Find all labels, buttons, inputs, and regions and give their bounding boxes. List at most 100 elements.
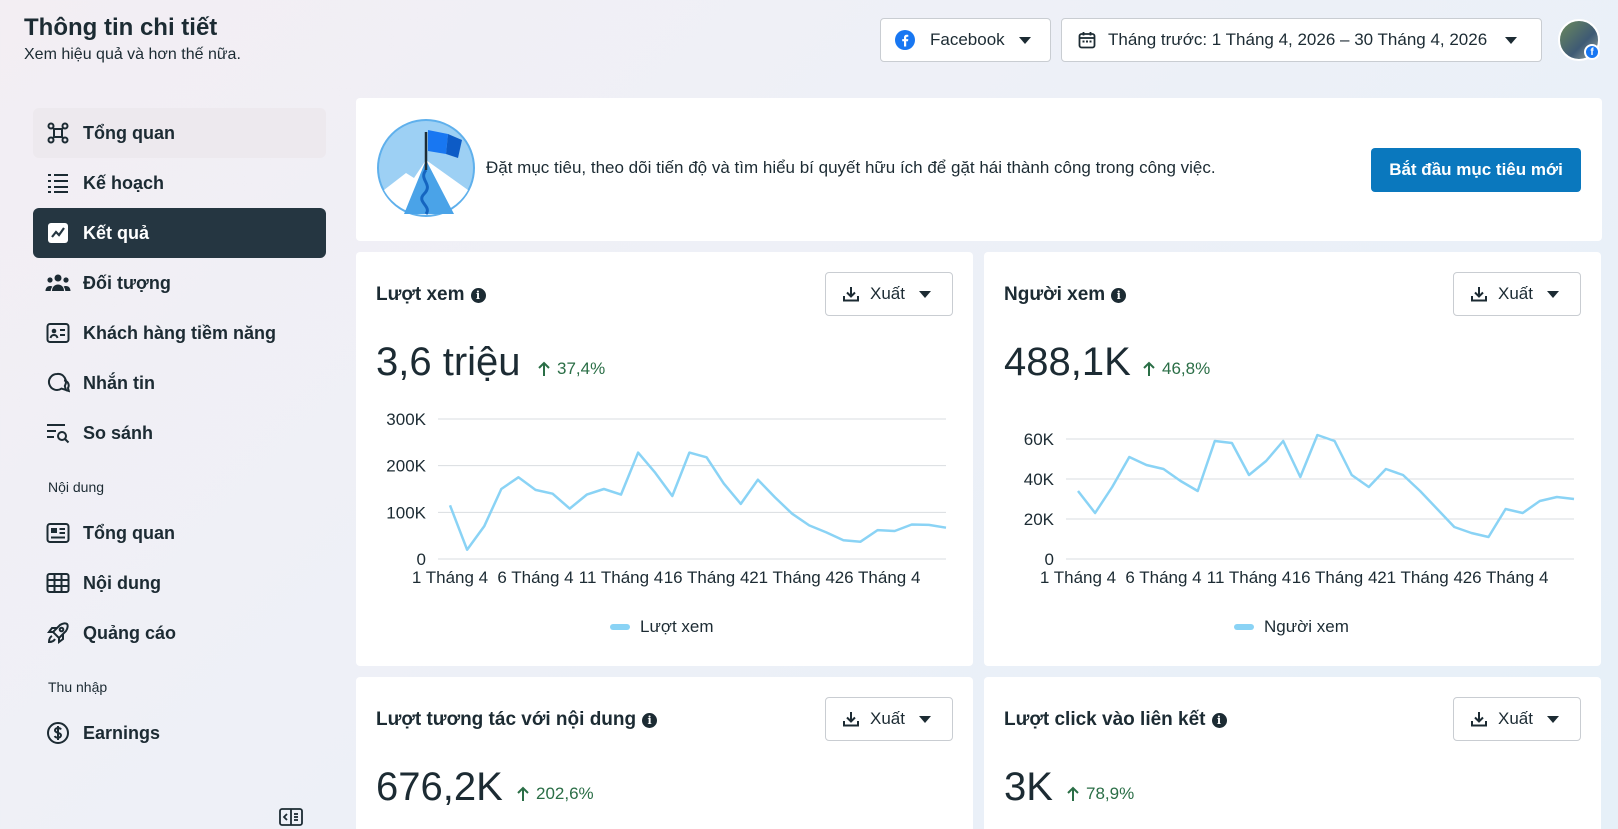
x-tick-label: 11 Tháng 4 [1207, 568, 1291, 587]
info-icon[interactable]: i [1211, 712, 1227, 728]
viewers-line-chart: 0 20K 40K 60K 1 Tháng 4 6 Tháng 4 11 Tháng 4 16… [1024, 430, 1575, 587]
date-range-label: Tháng trước: 1 Tháng 4, 2026 – 30 Tháng … [1108, 30, 1488, 49]
sidebar-item-ads[interactable]: Quảng cáo [33, 608, 326, 658]
y-tick-label: 300K [386, 410, 426, 429]
compare-icon [45, 420, 71, 446]
export-label: Xuất [870, 709, 905, 728]
x-tick-label: 6 Tháng 4 [1125, 568, 1201, 587]
x-tick-label: 26 Tháng 4 [1463, 568, 1549, 587]
sidebar-item-content[interactable]: Nội dung [33, 558, 326, 608]
page-title: Thông tin chi tiết [24, 14, 218, 41]
metric-change: 37,4% [537, 359, 605, 379]
info-icon[interactable]: i [1111, 287, 1127, 303]
metric-change-value: 37,4% [557, 359, 606, 378]
calendar-icon [1078, 31, 1096, 49]
metric-card-content-interactions: Lượt tương tác với nội dung i Xuất 676,2K… [356, 677, 973, 829]
platform-dropdown[interactable]: Facebook [880, 18, 1051, 62]
export-label: Xuất [1498, 284, 1533, 303]
export-button[interactable]: Xuất [1453, 272, 1581, 316]
metric-change: 202,6% [516, 784, 594, 804]
content-overview-icon [45, 520, 71, 546]
sidebar-item-label: Tổng quan [83, 122, 175, 143]
sidebar-item-label: So sánh [83, 422, 154, 443]
metric-title: Lượt tương tác với nội dung i [376, 709, 658, 731]
x-tick-label: 1 Tháng 4 [412, 568, 488, 587]
x-tick-label: 21 Tháng 4 [749, 568, 835, 587]
page-header: Thông tin chi tiết Xem hiệu quả và hơn t… [0, 0, 1618, 95]
sidebar-item-label: Khách hàng tiềm năng [83, 322, 277, 343]
goal-flag-illustration [376, 118, 476, 218]
metric-title-text: Lượt xem [376, 284, 465, 305]
x-tick-label: 26 Tháng 4 [835, 568, 921, 587]
metric-title-text: Lượt click vào liên kết [1004, 709, 1206, 730]
sidebar-item-earnings[interactable]: Earnings [33, 708, 326, 758]
sidebar-item-label: Earnings [83, 722, 161, 743]
legend-swatch [1234, 624, 1254, 630]
content-table-icon [45, 570, 71, 596]
metric-value: 3,6 triệu [376, 340, 521, 384]
metric-title: Người xem i [1004, 284, 1127, 306]
chevron-down-icon [918, 715, 931, 723]
sidebar-item-plan[interactable]: Kế hoạch [33, 158, 326, 208]
download-icon [1470, 285, 1488, 303]
sidebar-item-label: Nhắn tin [83, 372, 155, 393]
series-line [1077, 433, 1575, 539]
metric-card-link-clicks: Lượt click vào liên kết i Xuất 3K 78,9% [984, 677, 1601, 829]
sidebar-item-leads[interactable]: Khách hàng tiềm năng [33, 308, 326, 358]
y-tick-label: 0 [417, 550, 426, 569]
metric-title-text: Người xem [1004, 284, 1106, 305]
sidebar-item-content-overview[interactable]: Tổng quan [33, 508, 326, 558]
collapse-sidebar-icon[interactable] [279, 808, 303, 829]
info-icon[interactable]: i [642, 712, 658, 728]
metric-change-value: 46,8% [1162, 359, 1211, 378]
views-line-chart: 0 100K 200K 300K 1 Tháng 4 6 Tháng 4 11 Tháng … [386, 410, 947, 587]
export-button[interactable]: Xuất [825, 697, 953, 741]
y-tick-label: 40K [1024, 470, 1055, 489]
goal-card: Đặt mục tiêu, theo dõi tiến độ và tìm hi… [356, 98, 1602, 241]
download-icon [842, 710, 860, 728]
start-new-goal-button[interactable]: Bắt đầu mục tiêu mới [1371, 148, 1581, 192]
arrow-up-icon [1143, 361, 1155, 376]
download-icon [842, 285, 860, 303]
export-button[interactable]: Xuất [1453, 697, 1581, 741]
y-tick-label: 0 [1045, 550, 1054, 569]
metric-card-views: Lượt xem i Xuất 3,6 triệu 37,4% 0 100K 200K… [356, 252, 973, 666]
goal-description: Đặt mục tiêu, theo dõi tiến độ và tìm hi… [486, 158, 1216, 177]
chevron-down-icon [1505, 36, 1518, 44]
sidebar-item-label: Kết quả [83, 222, 150, 243]
sidebar-item-compare[interactable]: So sánh [33, 408, 326, 458]
date-range-dropdown[interactable]: Tháng trước: 1 Tháng 4, 2026 – 30 Tháng … [1061, 18, 1542, 62]
legend-label: Lượt xem [640, 617, 714, 636]
legend-label: Người xem [1264, 617, 1349, 636]
y-tick-label: 20K [1024, 510, 1055, 529]
export-button[interactable]: Xuất [825, 272, 953, 316]
export-label: Xuất [870, 284, 905, 303]
metric-change-value: 78,9% [1086, 784, 1135, 803]
metric-change: 46,8% [1142, 359, 1210, 379]
sidebar-item-messaging[interactable]: Nhắn tin [33, 358, 326, 408]
x-tick-label: 16 Tháng 4 [1292, 568, 1378, 587]
chart-legend: Lượt xem [610, 617, 714, 637]
chevron-down-icon [1018, 36, 1031, 44]
platform-label: Facebook [930, 30, 1005, 49]
sidebar-item-overview[interactable]: Tổng quan [33, 108, 326, 158]
x-tick-label: 21 Tháng 4 [1377, 568, 1463, 587]
section-label-content: Nội dung [48, 479, 105, 495]
metric-title: Lượt xem i [376, 284, 486, 306]
y-tick-label: 100K [386, 503, 426, 522]
messaging-icon [45, 370, 71, 396]
rocket-icon [45, 620, 71, 646]
metric-value: 3K [1004, 765, 1053, 809]
y-tick-label: 200K [386, 457, 426, 476]
sidebar-item-label: Đối tượng [83, 272, 171, 293]
legend-swatch [610, 624, 630, 630]
plan-list-icon [45, 170, 71, 196]
sidebar-item-audience[interactable]: Đối tượng [33, 258, 326, 308]
arrow-up-icon [1067, 786, 1079, 801]
sidebar-item-results[interactable]: Kết quả [33, 208, 326, 258]
series-line [448, 451, 947, 551]
info-icon[interactable]: i [470, 287, 486, 303]
page-subtitle: Xem hiệu quả và hơn thế nữa. [24, 46, 241, 63]
audience-icon [45, 270, 71, 296]
x-tick-label: 1 Tháng 4 [1040, 568, 1116, 587]
